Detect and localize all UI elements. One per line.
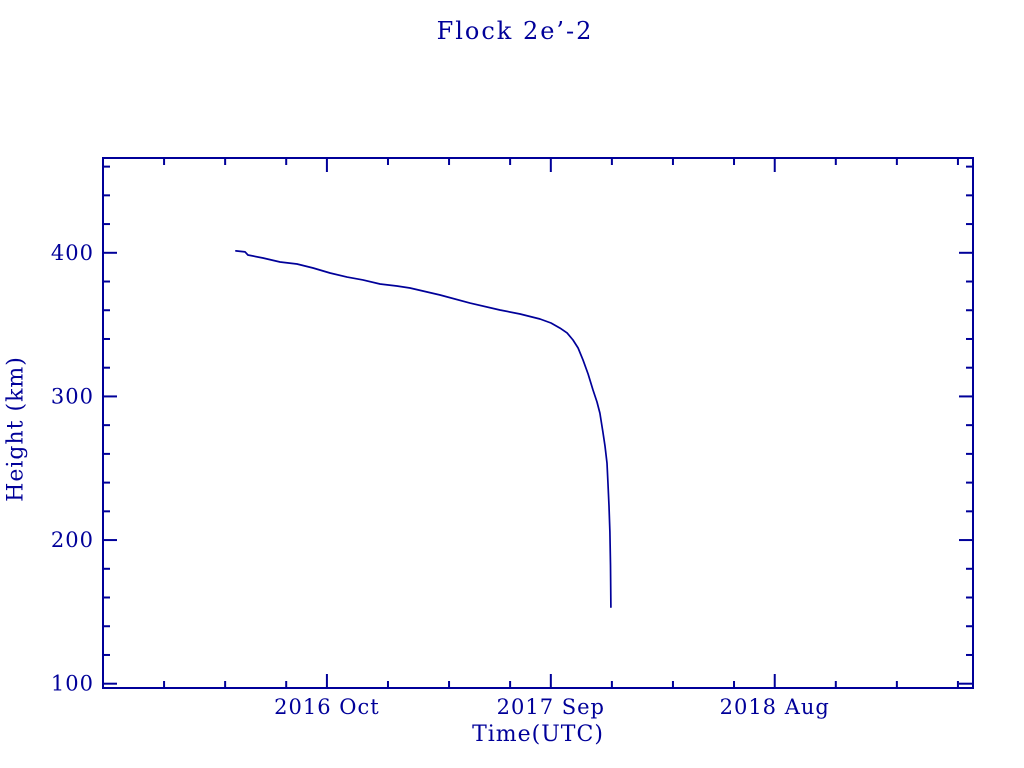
y-axis-tick-labels: 100 200 300 400 <box>51 241 94 696</box>
chart-title: Flock 2e’-2 <box>436 17 594 45</box>
x-axis-title: Time(UTC) <box>472 722 604 747</box>
x-axis-tick-labels: 2016 Oct 2017 Sep 2018 Aug <box>274 695 830 719</box>
x-axis-ticks <box>163 158 959 688</box>
plot-frame <box>102 157 974 689</box>
x-tick-label: 2016 Oct <box>274 695 380 719</box>
y-axis-title: Height (km) <box>3 356 29 502</box>
y-tick-label: 200 <box>51 528 94 552</box>
x-tick-label: 2018 Aug <box>720 695 830 719</box>
data-series <box>235 250 612 608</box>
y-tick-label: 100 <box>51 672 94 696</box>
y-tick-label: 400 <box>51 241 94 265</box>
x-tick-label: 2017 Sep <box>497 695 605 719</box>
y-axis-ticks <box>103 165 973 685</box>
height-decay-line <box>235 250 612 608</box>
y-tick-label: 300 <box>51 384 94 408</box>
